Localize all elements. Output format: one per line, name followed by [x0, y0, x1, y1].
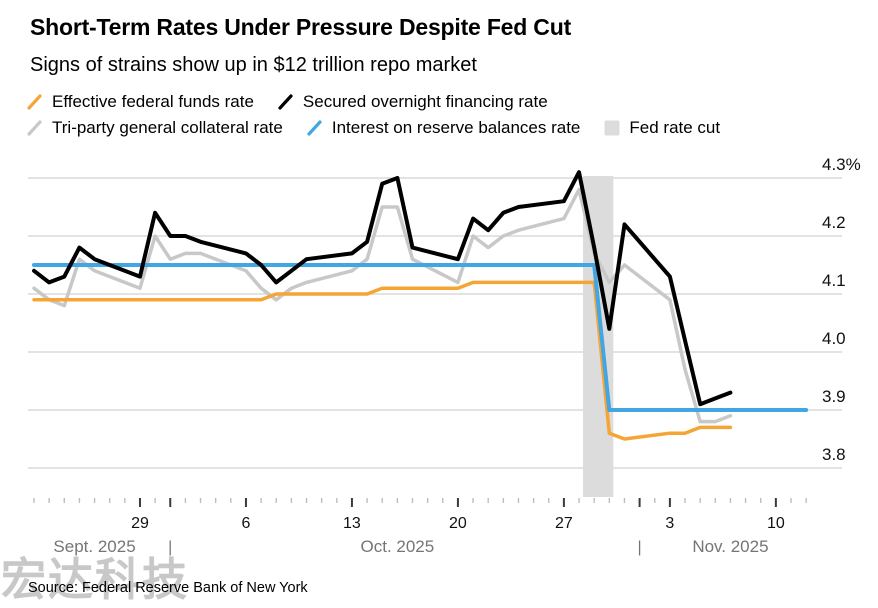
series-line-sofr — [32, 170, 733, 407]
y-axis-label: 3.8 — [822, 445, 846, 464]
y-axis-label: 3.9 — [822, 387, 846, 406]
legend-item-sofr: Secured overnight financing rate — [278, 92, 548, 112]
source-attribution: Source: Federal Reserve Bank of New York — [28, 580, 308, 596]
month-label: Oct. 2025 — [361, 537, 435, 556]
legend-item-effr: Effective federal funds rate — [27, 92, 254, 112]
line-swatch-icon-iorb — [307, 119, 322, 136]
x-day-label: 20 — [449, 515, 467, 532]
chart-title: Short-Term Rates Under Pressure Despite … — [30, 14, 572, 40]
series-line-effr — [32, 280, 733, 441]
legend-label: Secured overnight financing rate — [302, 91, 548, 111]
legend-label: Effective federal funds rate — [52, 91, 254, 111]
line-swatch-icon-tgcr — [27, 119, 42, 136]
y-axis-label: 4.3% — [822, 155, 861, 174]
legend-row: Effective federal funds rate Secured over… — [27, 90, 720, 113]
legend-label: Interest on reserve balances rate — [331, 117, 581, 137]
legend-item-iorb: Interest on reserve balances rate — [307, 117, 581, 138]
month-label: Sept. 2025 — [53, 537, 135, 556]
series-line-iorb — [32, 263, 809, 412]
chart-subtitle: Signs of strains show up in $12 trillion… — [30, 54, 477, 76]
x-day-label: 10 — [767, 515, 785, 532]
y-axis-label: 4.0 — [822, 329, 846, 348]
line-swatch-icon-effr — [27, 93, 42, 110]
fed-rate-cut-swatch-icon — [604, 120, 620, 135]
legend-item-tgcr: Tri-party general collateral rate — [27, 118, 283, 138]
month-separator: | — [168, 539, 172, 556]
legend: Effective federal funds rate Secured over… — [27, 90, 720, 139]
x-day-label: 6 — [242, 515, 251, 532]
x-day-label: 27 — [555, 515, 573, 532]
y-axis-label: 4.1 — [822, 271, 846, 290]
legend-row: Tri-party general collateral rate Interes… — [27, 116, 720, 139]
line-swatch-icon-sofr — [278, 93, 293, 110]
series-line-tgcr — [32, 187, 733, 424]
legend-label: Fed rate cut — [629, 117, 721, 137]
legend-label: Tri-party general collateral rate — [52, 117, 283, 137]
month-label: Nov. 2025 — [692, 537, 768, 556]
watermark: 宏达科技 — [1, 554, 190, 605]
x-day-label: 29 — [131, 515, 149, 532]
x-day-label: 3 — [665, 515, 674, 532]
y-axis-label: 4.2 — [822, 213, 846, 232]
x-day-label: 13 — [343, 515, 361, 532]
month-separator: | — [638, 539, 642, 556]
legend-item-band: Fed rate cut — [604, 118, 720, 138]
